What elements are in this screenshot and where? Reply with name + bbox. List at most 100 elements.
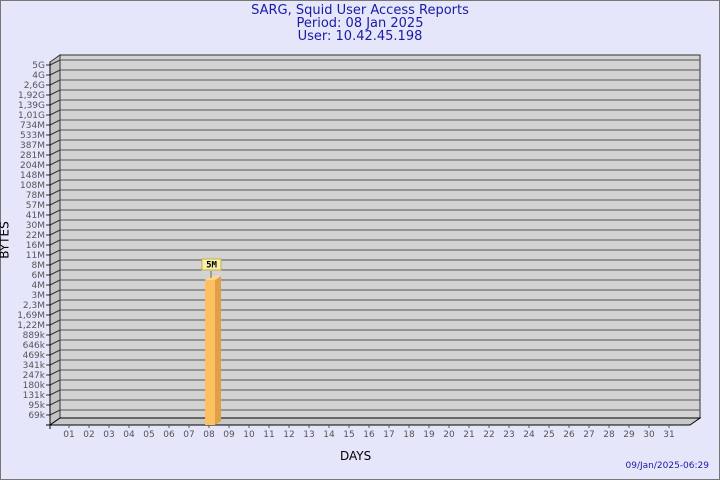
chart-user: User: 10.42.45.198 (297, 29, 423, 44)
grid-diagonal (49, 109, 61, 116)
y-tick-label: 8M (32, 261, 46, 271)
x-tick-label: 03 (103, 430, 114, 440)
y-tick-label: 387M (20, 141, 45, 151)
floor (48, 417, 702, 426)
y-tick-label: 131k (23, 391, 46, 401)
y-tick-label: 247k (23, 371, 46, 381)
y-tick-label: 41M (26, 211, 45, 221)
y-tick-label: 6M (32, 271, 46, 281)
grid-diagonal (49, 289, 61, 296)
x-tick-label: 29 (623, 430, 635, 440)
grid-diagonal (49, 79, 61, 86)
bar-value-label: 5M (206, 261, 217, 271)
grid-diagonal (49, 369, 61, 376)
grid-diagonal (49, 199, 61, 206)
y-tick-label: 533M (20, 131, 45, 141)
x-tick-label: 13 (303, 430, 314, 440)
x-tick-label: 17 (383, 430, 394, 440)
grid-diagonal (49, 119, 61, 126)
x-tick-label: 08 (203, 430, 215, 440)
grid-diagonal (49, 359, 61, 366)
grid-diagonal (49, 249, 61, 256)
x-tick-label: 07 (183, 430, 194, 440)
x-tick-label: 11 (263, 430, 274, 440)
generated-timestamp: 09/Jan/2025-06:29 (625, 461, 709, 471)
grid-diagonal (49, 219, 61, 226)
y-tick-label: 108M (20, 181, 45, 191)
grid-diagonal (49, 329, 61, 336)
x-tick-label: 26 (563, 430, 575, 440)
x-tick-label: 14 (323, 430, 335, 440)
grid-diagonal (49, 159, 61, 166)
x-tick-label: 30 (643, 430, 655, 440)
grid-diagonal (49, 169, 61, 176)
grid-diagonal (49, 59, 61, 66)
x-tick-label: 25 (543, 430, 554, 440)
y-tick-label: 4G (32, 71, 45, 81)
x-tick-label: 20 (443, 430, 455, 440)
x-tick-label: 15 (343, 430, 354, 440)
x-tick-label: 22 (483, 430, 494, 440)
grid-diagonal (49, 129, 61, 136)
y-tick-label: 469k (23, 351, 46, 361)
x-tick-label: 28 (603, 430, 615, 440)
y-tick-label: 78M (26, 191, 45, 201)
y-tick-label: 30M (26, 221, 45, 231)
y-tick-label: 148M (20, 171, 45, 181)
y-tick-label: 734M (20, 121, 45, 131)
y-tick-label: 1,92G (18, 91, 45, 101)
grid-diagonal (49, 239, 61, 246)
y-tick-label: 69k (28, 411, 45, 421)
grid-diagonal (49, 319, 61, 326)
x-tick-label: 04 (123, 430, 135, 440)
grid-diagonal (49, 269, 61, 276)
x-tick-label: 02 (83, 430, 94, 440)
grid-diagonal (49, 279, 61, 286)
grid-diagonal (49, 179, 61, 186)
grid-diagonal (49, 399, 61, 406)
bar-label-box (201, 258, 222, 271)
y-tick-label: 180k (23, 381, 46, 391)
x-tick-label: 23 (503, 430, 514, 440)
y-tick-label: 57M (26, 201, 45, 211)
y-tick-label: 341k (23, 361, 46, 371)
x-tick-label: 06 (163, 430, 175, 440)
y-tick-label: 1,22M (17, 321, 45, 331)
y-tick-label: 2,3M (23, 301, 45, 311)
grid-diagonal (49, 259, 61, 266)
y-tick-label: 5G (32, 61, 45, 71)
y-tick-label: 646k (23, 341, 46, 351)
y-tick-label: 1,39G (18, 101, 45, 111)
grid-diagonal (49, 69, 61, 76)
y-tick-label: 11M (26, 251, 45, 261)
grid-diagonal (49, 299, 61, 306)
x-tick-label: 31 (663, 430, 674, 440)
y-tick-label: 889k (23, 331, 46, 341)
y-tick-label: 281M (20, 151, 45, 161)
y-tick-label: 22M (26, 231, 45, 241)
x-tick-label: 19 (423, 430, 435, 440)
y-tick-label: 16M (26, 241, 45, 251)
x-tick-label: 05 (143, 430, 154, 440)
y-tick-label: 4M (32, 281, 46, 291)
x-tick-label: 21 (463, 430, 474, 440)
y-tick-label: 204M (20, 161, 45, 171)
grid-diagonal (49, 409, 61, 416)
y-tick-label: 3M (32, 291, 46, 301)
x-tick-label: 27 (583, 430, 594, 440)
x-tick-label: 09 (223, 430, 235, 440)
grid-diagonal (49, 229, 61, 236)
x-tick-label: 10 (243, 430, 255, 440)
bar-08 (205, 280, 215, 425)
chart-title: SARG, Squid User Access Reports (251, 3, 469, 18)
x-tick-label: 01 (63, 430, 74, 440)
x-tick-label: 18 (403, 430, 415, 440)
grid-diagonal (49, 89, 61, 96)
chart-period: Period: 08 Jan 2025 (296, 16, 424, 31)
grid-diagonal (49, 139, 61, 146)
y-tick-label: 1,01G (18, 111, 45, 121)
x-axis-label: DAYS (340, 449, 372, 463)
x-tick-label: 16 (363, 430, 375, 440)
y-tick-label: 95k (28, 401, 45, 411)
